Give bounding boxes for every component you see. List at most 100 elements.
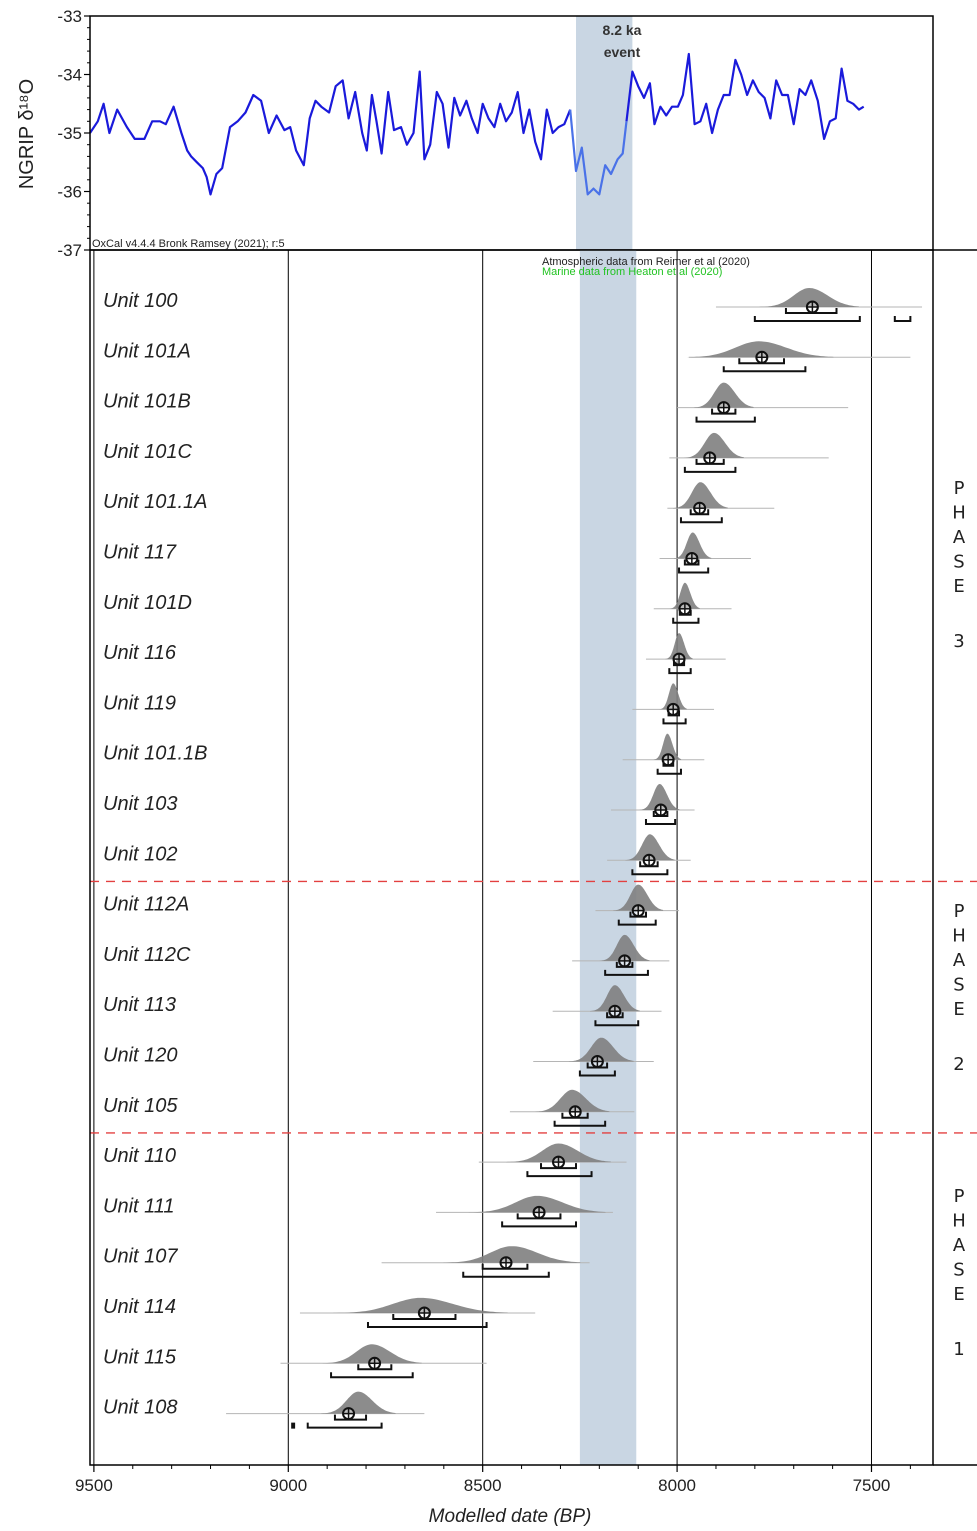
unit-label: Unit 101D	[103, 592, 192, 614]
top-y-tick-label: -34	[57, 66, 82, 85]
unit-row: Unit 101B	[103, 382, 849, 423]
unit-label: Unit 112A	[103, 894, 189, 916]
unit-distributions: Unit 100 Unit 101A Unit 101B Unit 101C Unit …	[103, 288, 923, 1429]
range-95	[578, 1070, 616, 1077]
unit-row: Unit 101D	[103, 582, 732, 624]
posterior-density	[684, 341, 834, 358]
unit-row: Unit 105	[103, 1089, 635, 1127]
range-95	[306, 1422, 383, 1429]
unit-label: Unit 111	[103, 1195, 175, 1217]
range-95	[644, 819, 677, 825]
unit-row: Unit 117	[103, 532, 751, 574]
phase-letter: P	[954, 478, 965, 499]
posterior-density	[599, 934, 650, 961]
top-y-tick-label: -33	[57, 7, 82, 26]
posterior-density	[693, 382, 754, 408]
posterior-density	[534, 1089, 610, 1112]
posterior-density	[625, 834, 675, 861]
unit-row: Unit 110	[103, 1143, 627, 1178]
range-95	[683, 466, 737, 473]
x-tick-label: 9500	[75, 1476, 113, 1495]
phase-letter: S	[953, 552, 964, 573]
range-95	[553, 1120, 607, 1127]
unit-row: Unit 112C	[103, 934, 670, 976]
x-tick-label: 8500	[464, 1476, 502, 1495]
credit-marine: Marine data from Heaton et al (2020)	[542, 266, 722, 278]
unit-label: Unit 101A	[103, 340, 191, 362]
phase-letter: A	[953, 1235, 966, 1256]
phase-letter: E	[953, 999, 964, 1020]
ngrip-series	[89, 52, 865, 196]
range-95	[330, 1372, 414, 1379]
unit-row: Unit 112A	[103, 884, 680, 926]
posterior-density	[590, 985, 640, 1012]
software-note: OxCal v4.4.4 Bronk Ramsey (2021); r:5	[92, 238, 285, 250]
range-95	[662, 718, 687, 725]
phase-dividers	[90, 880, 977, 1134]
range-95	[594, 1020, 640, 1027]
unit-row: Unit 101A	[103, 340, 911, 373]
unit-row: Unit 120	[103, 1037, 654, 1077]
unit-label: Unit 119	[103, 692, 176, 714]
top-y-tick-label: -35	[57, 124, 82, 143]
unit-label: Unit 107	[103, 1246, 178, 1268]
unit-label: Unit 115	[103, 1346, 177, 1368]
unit-label: Unit 101.1A	[103, 491, 208, 513]
posterior-density	[659, 683, 687, 710]
unit-row: Unit 101.1A	[103, 482, 775, 524]
posterior-density	[684, 432, 744, 458]
phase-letter: S	[953, 1260, 964, 1281]
unit-label: Unit 101B	[103, 391, 191, 413]
posterior-density	[673, 482, 728, 509]
unit-label: Unit 100	[103, 290, 178, 312]
unit-row: Unit 100	[103, 288, 923, 322]
credit-atmospheric: Atmospheric data from Reimer et al (2020…	[542, 256, 750, 268]
unit-label: Unit 120	[103, 1045, 178, 1067]
range-95-extra	[291, 1422, 296, 1429]
range-95	[722, 366, 807, 373]
range-95	[631, 869, 669, 876]
range-95	[668, 668, 692, 675]
unit-row: Unit 115	[103, 1344, 487, 1379]
event-label-line2: event	[604, 44, 641, 60]
range-95	[656, 768, 682, 775]
top-y-tick-label: -36	[57, 183, 82, 202]
posterior-density	[613, 884, 664, 911]
phase-number: 1	[953, 1339, 964, 1360]
top-y-ticks: -33 -34 -35 -36 -37	[57, 7, 90, 260]
unit-row: Unit 108	[103, 1391, 425, 1429]
unit-row: Unit 111	[103, 1195, 613, 1228]
phase-letter: S	[953, 975, 964, 996]
range-95	[604, 969, 649, 976]
unit-row: Unit 103	[103, 784, 695, 825]
posterior-density	[674, 532, 712, 559]
unit-label: Unit 112C	[103, 944, 191, 966]
unit-row: Unit 113	[103, 985, 662, 1027]
ngrip-line-segment-2	[569, 109, 628, 196]
range-95	[753, 316, 861, 322]
posterior-density	[322, 1344, 422, 1364]
vertical-gridlines	[93, 250, 872, 1465]
range-95-extra	[893, 316, 912, 322]
unit-label: Unit 108	[103, 1397, 178, 1419]
ngrip-panel: -33 -34 -35 -36 -37 8.2 ka event NGRIP δ¹⁸O	[16, 7, 934, 260]
unit-label: Unit 101.1B	[103, 743, 208, 765]
unit-row: Unit 119	[103, 683, 715, 725]
posterior-density	[333, 1297, 508, 1313]
unit-row: Unit 102	[103, 834, 691, 876]
posterior-density	[568, 1037, 634, 1062]
phase-number: 2	[953, 1054, 964, 1075]
posterior-density	[665, 633, 693, 660]
phase-number: 3	[953, 631, 964, 652]
unit-row: Unit 114	[103, 1296, 536, 1328]
phase-letter: P	[954, 1186, 965, 1207]
range-95	[617, 919, 657, 926]
phase-letter: H	[952, 926, 966, 947]
phase-letter: A	[953, 950, 966, 971]
unit-label: Unit 114	[103, 1296, 176, 1318]
oxcal-panel: Unit 100 Unit 101A Unit 101B Unit 101C Unit …	[75, 238, 977, 1527]
range-95	[679, 517, 723, 524]
range-95	[366, 1322, 488, 1328]
